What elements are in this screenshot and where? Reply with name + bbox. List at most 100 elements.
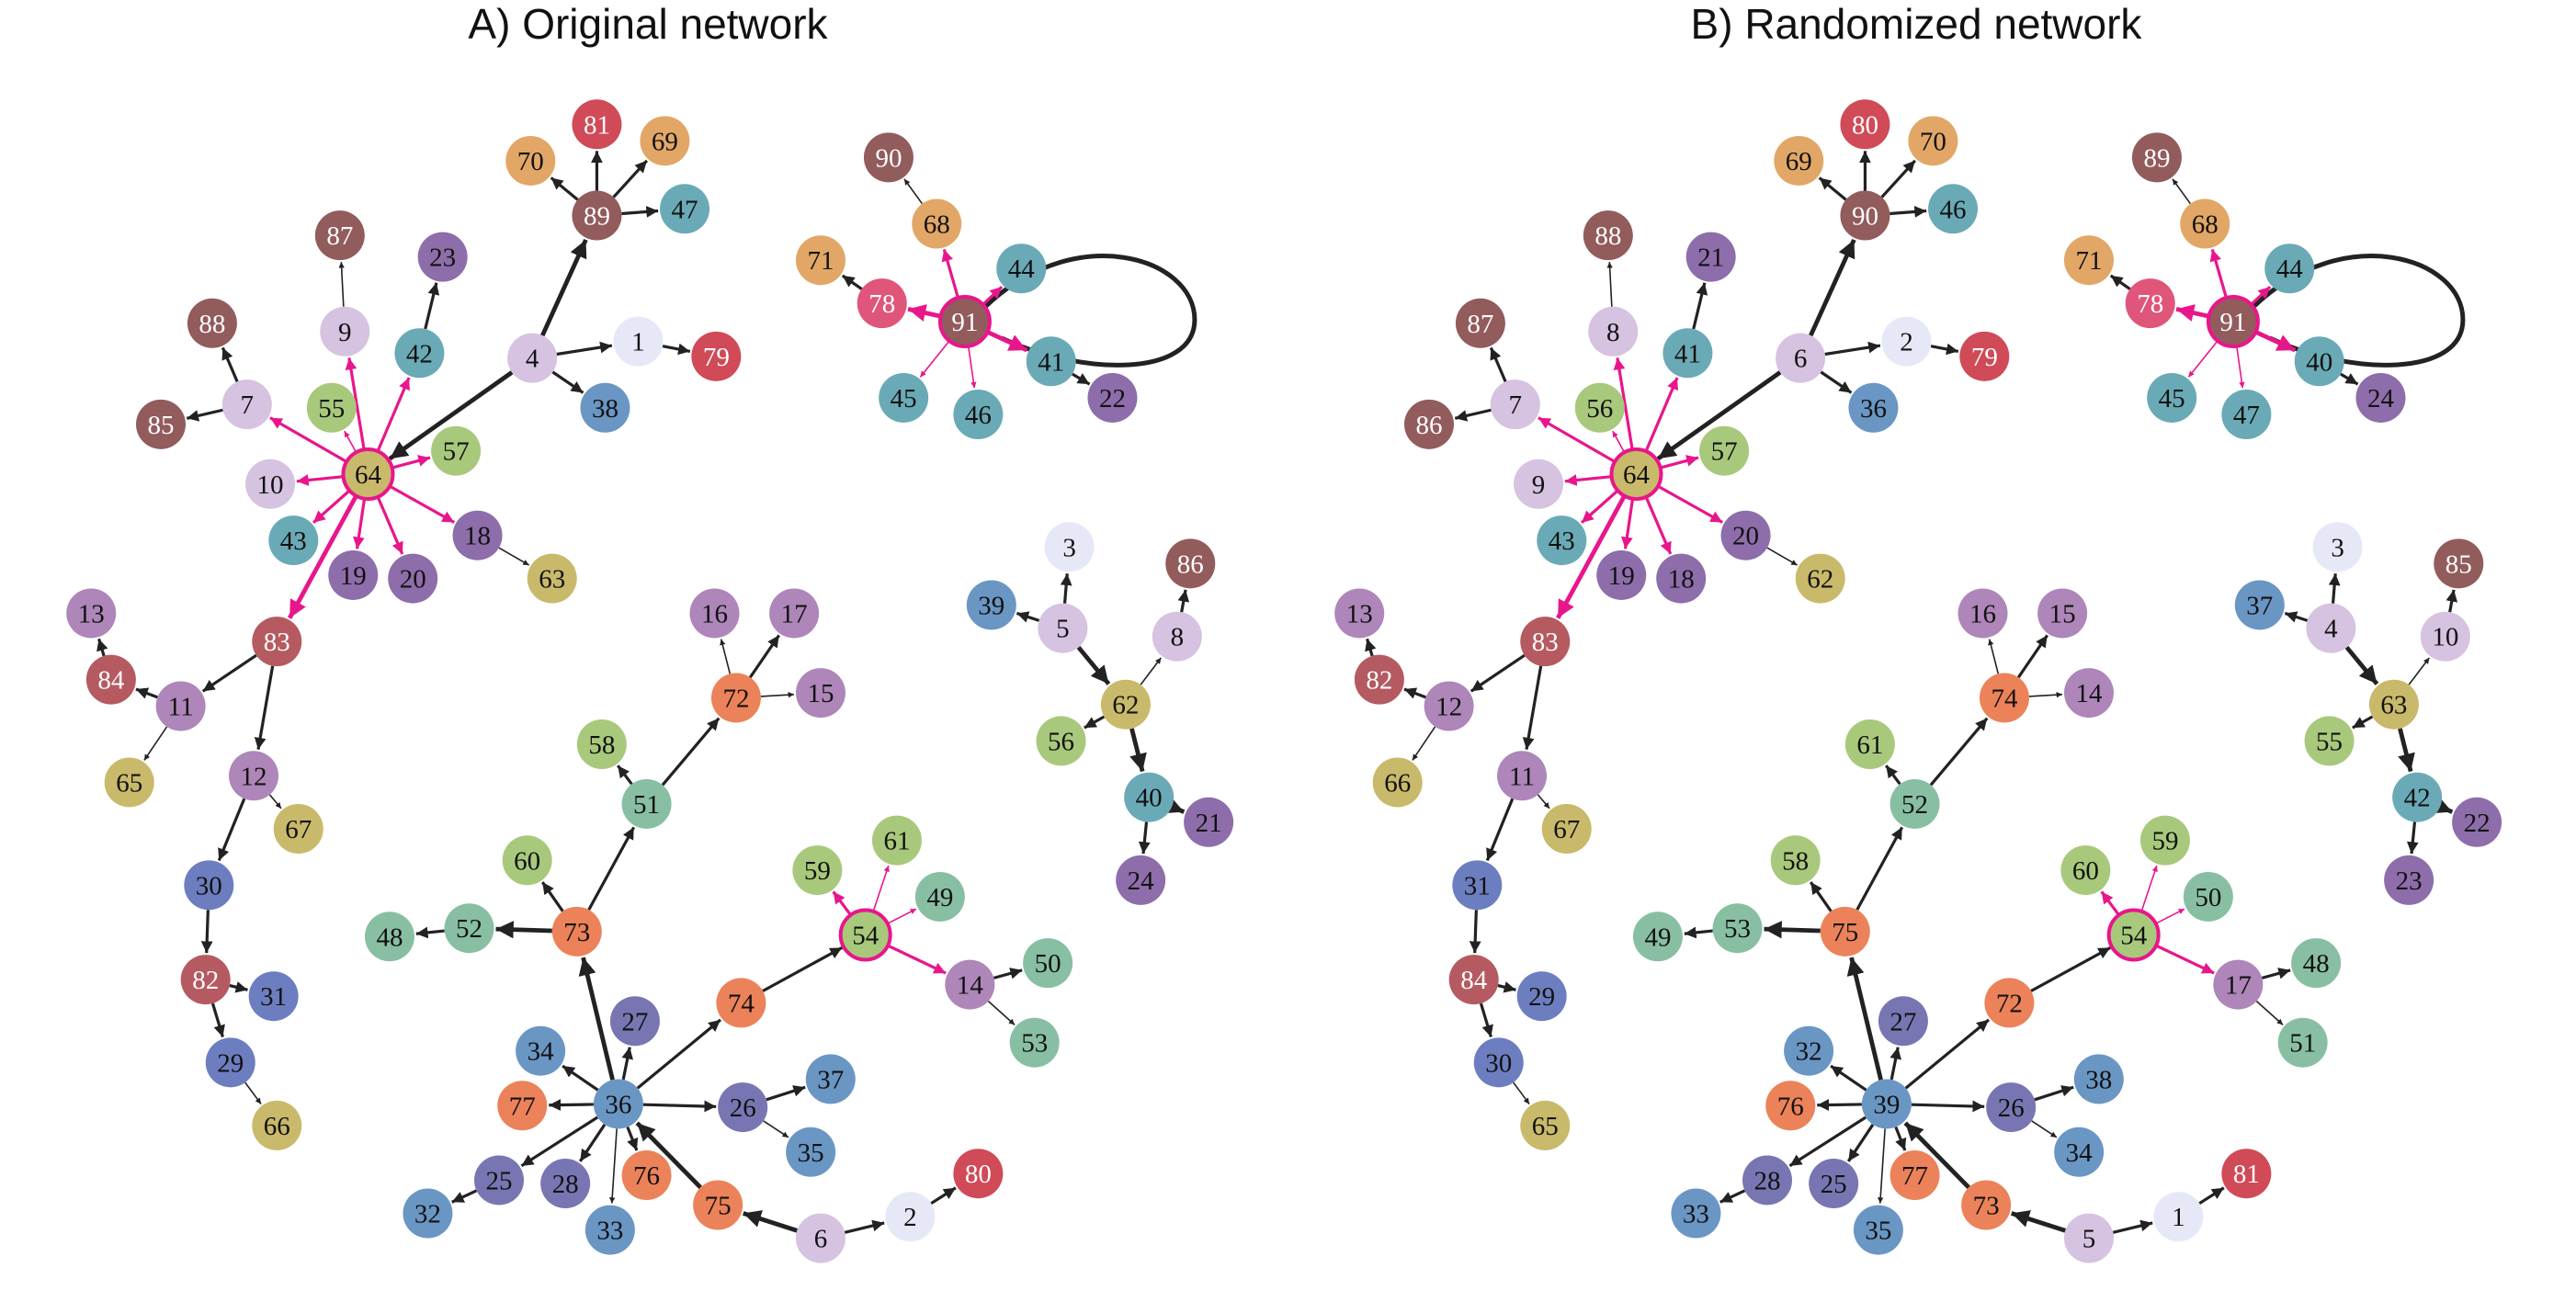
node-15: 15 bbox=[2037, 588, 2088, 639]
node-67: 67 bbox=[273, 804, 323, 854]
node-48: 48 bbox=[364, 911, 414, 962]
node-18: 18 bbox=[452, 510, 503, 560]
node-60: 60 bbox=[502, 835, 552, 886]
node-label: 39 bbox=[1873, 1090, 1900, 1119]
node-80: 80 bbox=[953, 1149, 1004, 1199]
node-circle bbox=[795, 668, 845, 719]
node-circle bbox=[2264, 243, 2315, 294]
node-78: 78 bbox=[2125, 278, 2175, 329]
node-26: 26 bbox=[718, 1082, 768, 1133]
node-circle bbox=[716, 978, 766, 1028]
edge-39-to-27 bbox=[1889, 1047, 1902, 1081]
node-42: 42 bbox=[394, 328, 445, 379]
node-circle bbox=[576, 719, 627, 769]
node-label: 26 bbox=[1998, 1093, 2025, 1123]
node-label: 71 bbox=[2075, 246, 2102, 276]
node-label: 84 bbox=[97, 666, 125, 696]
node-circle bbox=[268, 515, 319, 566]
edge-51-to-58 bbox=[616, 764, 633, 786]
node-label: 1 bbox=[631, 328, 645, 357]
node-circle bbox=[1662, 328, 1713, 379]
node-79: 79 bbox=[1959, 331, 2010, 381]
node-circle bbox=[155, 681, 206, 731]
node-circle bbox=[184, 860, 234, 911]
edge-39-to-75 bbox=[1846, 957, 1883, 1081]
node-17: 17 bbox=[2213, 959, 2264, 1010]
edge-64-to-83 bbox=[1556, 494, 1627, 619]
node-label: 83 bbox=[1532, 628, 1559, 657]
node-73: 73 bbox=[1961, 1180, 2012, 1230]
node-25: 25 bbox=[474, 1155, 525, 1206]
node-circle bbox=[805, 1054, 856, 1104]
edge-62-to-40 bbox=[1129, 728, 1147, 773]
node-label: 23 bbox=[2396, 866, 2423, 896]
node-label: 82 bbox=[1366, 666, 1392, 696]
node-circle bbox=[1958, 588, 2008, 639]
node-circle bbox=[474, 1155, 525, 1206]
node-44: 44 bbox=[996, 243, 1047, 294]
node-label: 30 bbox=[1485, 1048, 1512, 1078]
node-53: 53 bbox=[1712, 903, 1763, 954]
edge-6-to-2 bbox=[844, 1219, 885, 1234]
node-circle bbox=[1520, 1100, 1571, 1150]
edge-51-to-72 bbox=[661, 717, 721, 787]
node-label: 52 bbox=[1901, 790, 1928, 820]
edge-64-to-8 bbox=[1613, 357, 1634, 450]
edge-25-to-32 bbox=[451, 1189, 478, 1204]
node-circle bbox=[945, 959, 995, 1010]
node-76: 76 bbox=[1765, 1081, 1816, 1131]
node-90: 90 bbox=[1840, 190, 1890, 241]
node-label: 68 bbox=[924, 210, 950, 240]
edge-53-to-49 bbox=[1684, 926, 1713, 939]
node-40: 40 bbox=[2294, 336, 2344, 387]
edge-12-to-30 bbox=[217, 798, 246, 862]
node-46: 46 bbox=[953, 390, 1004, 439]
node-label: 8 bbox=[1606, 318, 1620, 347]
edge-64-to-9 bbox=[345, 357, 366, 450]
node-label: 18 bbox=[464, 522, 491, 551]
edge-52-to-74 bbox=[1929, 717, 1989, 787]
node-45: 45 bbox=[879, 372, 929, 423]
node-43: 43 bbox=[1537, 515, 1587, 566]
edge-62-to-8 bbox=[1140, 657, 1162, 685]
node-circle bbox=[792, 845, 843, 896]
edge-12-to-66 bbox=[1412, 726, 1436, 761]
node-circle bbox=[572, 190, 622, 241]
edge-64-to-10 bbox=[296, 474, 344, 486]
node-circle bbox=[1354, 654, 1404, 705]
node-circle bbox=[394, 328, 445, 379]
node-label: 13 bbox=[1346, 599, 1373, 628]
node-label: 25 bbox=[1821, 1170, 1847, 1199]
node-label: 5 bbox=[2082, 1225, 2096, 1254]
edge-12-to-67 bbox=[268, 794, 282, 810]
node-47: 47 bbox=[2221, 390, 2272, 439]
node-circle bbox=[1820, 906, 1870, 957]
node-label: 46 bbox=[965, 401, 992, 430]
node-label: 9 bbox=[1532, 470, 1546, 500]
edge-6-to-90 bbox=[1809, 238, 1856, 337]
edge-91-to-78 bbox=[2175, 304, 2210, 322]
node-31: 31 bbox=[248, 971, 299, 1022]
node-circle bbox=[1844, 719, 1895, 769]
node-circle bbox=[273, 804, 323, 854]
edge-36-to-34 bbox=[562, 1064, 599, 1092]
node-circle bbox=[180, 955, 231, 1005]
node-10: 10 bbox=[2420, 611, 2470, 662]
edge-42-to-23 bbox=[424, 282, 440, 330]
node-71: 71 bbox=[795, 235, 845, 286]
node-72: 72 bbox=[1984, 978, 2035, 1028]
node-circle bbox=[2063, 235, 2114, 286]
node-circle bbox=[1774, 135, 1824, 186]
node-circle bbox=[693, 1180, 743, 1230]
node-circle bbox=[2147, 372, 2197, 423]
node-circle bbox=[388, 553, 438, 604]
node-63: 63 bbox=[527, 553, 577, 604]
edge-64-to-18 bbox=[389, 484, 456, 524]
node-58: 58 bbox=[576, 719, 627, 769]
node-label: 19 bbox=[1608, 561, 1635, 591]
edge-17-to-51 bbox=[2255, 1001, 2284, 1025]
node-circle bbox=[2434, 538, 2484, 589]
node-circle bbox=[245, 459, 296, 509]
node-circle bbox=[248, 971, 299, 1022]
edge-64-to-57 bbox=[392, 455, 431, 470]
